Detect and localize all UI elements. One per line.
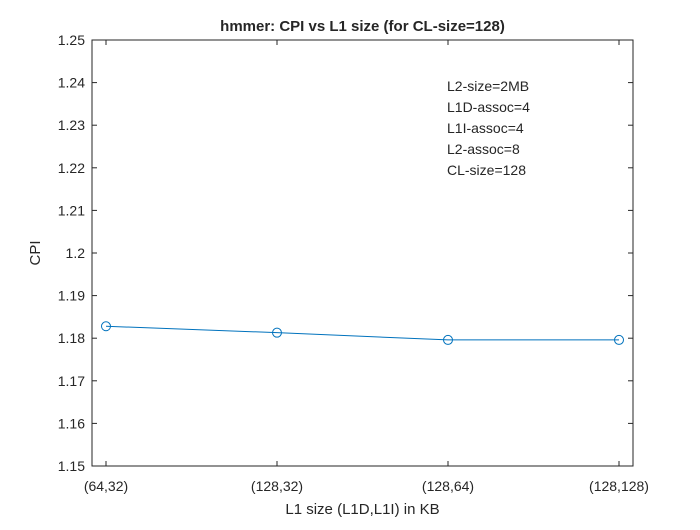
chart-title: hmmer: CPI vs L1 size (for CL-size=128) [220,18,505,35]
annotation-l1i-assoc: L1I-assoc=4 [447,120,524,136]
x-axis-ticks: (64,32) (128,32) (128,64) (128,128) [84,40,649,494]
data-point-marker [101,321,111,332]
y-tick-label: 1.19 [58,288,85,304]
y-tick-label: 1.18 [58,330,85,346]
annotation-box: L2-size=2MB L1D-assoc=4 L1I-assoc=4 L2-a… [447,78,530,178]
data-point-marker [443,334,453,345]
y-tick-label: 1.21 [58,202,85,218]
x-tick-label: (64,32) [84,478,128,494]
y-tick-label: 1.22 [58,160,85,176]
x-axis-label: L1 size (L1D,L1I) in KB [285,501,439,518]
series-layer [101,321,624,345]
y-tick-label: 1.24 [58,75,85,91]
annotation-l2-assoc: L2-assoc=8 [447,141,520,157]
x-tick-label: (128,32) [251,478,303,494]
x-tick-label: (128,64) [422,478,474,494]
annotation-l2-size: L2-size=2MB [447,78,529,94]
y-tick-label: 1.23 [58,117,85,133]
annotation-cl-size: CL-size=128 [447,162,526,178]
data-point-marker [614,334,624,345]
y-tick-label: 1.2 [66,245,86,261]
plot-area [91,39,634,467]
y-axis-label: CPI [27,240,44,265]
annotation-l1d-assoc: L1D-assoc=4 [447,99,530,115]
series-line [105,325,619,341]
y-tick-label: 1.25 [58,32,85,48]
y-tick-label: 1.15 [58,458,85,474]
data-point-marker [272,327,282,338]
y-axis-ticks: 1.15 1.16 1.17 1.18 1.19 1.2 1.21 1.22 1.23 1.24 1… [58,32,633,474]
x-tick-label: (128,128) [589,478,649,494]
y-tick-label: 1.17 [58,373,85,389]
y-tick-label: 1.16 [58,415,85,431]
